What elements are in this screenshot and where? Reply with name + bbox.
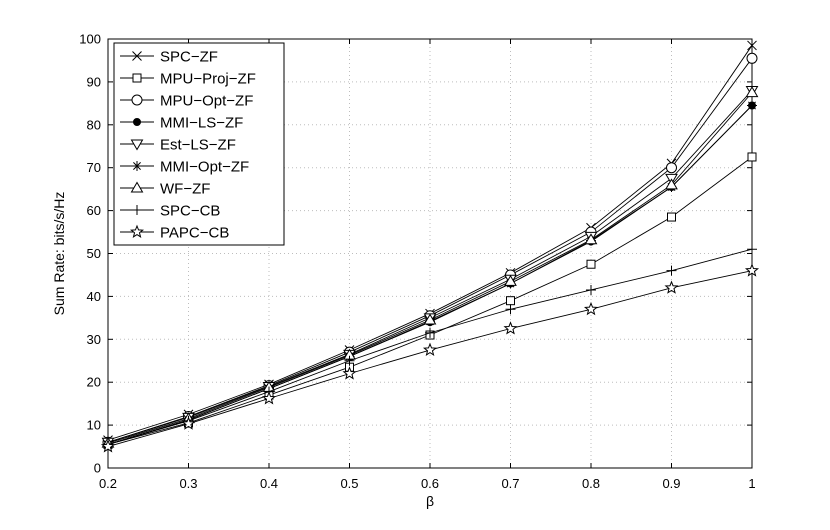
legend-entry: MMI−LS−ZF [120,115,243,132]
x-tick-label: 0.4 [260,476,278,491]
legend-box [113,42,285,246]
data-point [745,86,759,98]
legend-marker [131,94,143,106]
legend-marker [133,118,141,126]
y-tick-label: 50 [87,246,101,261]
x-tick-label: 0.8 [582,476,600,491]
x-tick-label: 1 [748,476,755,491]
data-point [666,265,677,276]
x-tick-label: 0.5 [340,476,358,491]
data-point [423,313,437,325]
data-point [506,296,515,306]
legend-marker [132,205,142,215]
y-tick-label: 70 [87,160,101,175]
data-point [344,355,355,366]
data-point [666,162,677,174]
legend-marker [129,224,145,238]
data-point [503,321,518,335]
data-point [422,342,438,356]
data-point [746,52,758,64]
legend-entry: Est−LS−ZF [120,137,236,154]
legend-entry: MPU−Proj−ZF [120,71,256,88]
data-point [586,284,596,295]
series-line [107,270,753,447]
data-point [747,100,757,111]
data-point [747,244,757,255]
legend-label: PAPC−CB [160,225,229,242]
data-point [505,304,516,315]
legend-label: MPU−Opt−ZF [160,93,253,110]
y-tick-label: 0 [94,461,101,476]
series-9 [100,263,760,453]
data-point [261,391,277,405]
y-tick-label: 10 [87,418,101,433]
legend-label: SPC−ZF [160,49,218,66]
data-point [583,301,599,316]
x-tick-label: 0.7 [501,476,519,491]
data-point [584,233,598,245]
y-tick-label: 80 [87,117,101,132]
data-point [667,212,676,222]
legend-entry: SPC−CB [120,203,220,220]
x-tick-label: 0.6 [421,476,439,491]
data-point [181,416,196,430]
data-point [425,327,435,338]
data-point [665,178,678,190]
x-tick-label: 0.3 [179,476,197,491]
legend-entry: MPU−Opt−ZF [120,93,253,110]
legend-entry: PAPC−CB [120,225,229,242]
data-point [744,263,760,277]
y-tick-label: 60 [87,203,101,218]
data-point [586,259,596,269]
data-point [747,152,757,162]
y-tick-label: 90 [87,74,101,89]
data-point [100,439,116,453]
data-point [747,40,757,51]
legend: SPC−ZF MPU−Proj−ZF MPU−Opt−ZF MMI−LS−ZF Est−… [113,42,285,246]
y-tick-label: 100 [79,32,101,47]
legend-label: MMI−LS−ZF [160,115,243,132]
x-tick-label: 0.2 [99,476,117,491]
data-point [504,274,517,286]
legend-label: MMI−Opt−ZF [160,159,249,176]
axis-ticks: 0.2 0.3 0.4 0.5 0.6 0.7 0.8 0.9 1010203040506070… [79,32,755,492]
x-axis-label: β [426,493,434,509]
y-tick-label: 40 [87,289,101,304]
y-tick-label: 20 [87,375,101,390]
legend-marker [132,51,142,61]
legend-marker [130,181,144,193]
legend-label: MPU−Proj−ZF [160,71,256,88]
legend-marker [132,73,142,83]
x-tick-label: 0.9 [662,476,680,491]
legend-entry: WF−ZF [120,181,210,198]
y-axis-label: Sum Rate: bits/s/Hz [51,192,67,316]
data-point [342,366,357,380]
legend-entry: MMI−Opt−ZF [120,159,249,176]
legend-label: WF−ZF [160,181,210,198]
series-lines [100,40,760,453]
grid [108,39,752,468]
y-tick-label: 30 [87,332,101,347]
legend-label: SPC−CB [160,203,220,220]
legend-entry: SPC−ZF [120,49,218,66]
legend-label: Est−LS−ZF [160,137,236,154]
data-point [664,280,679,294]
legend-marker [132,161,142,171]
legend-marker [130,139,144,151]
